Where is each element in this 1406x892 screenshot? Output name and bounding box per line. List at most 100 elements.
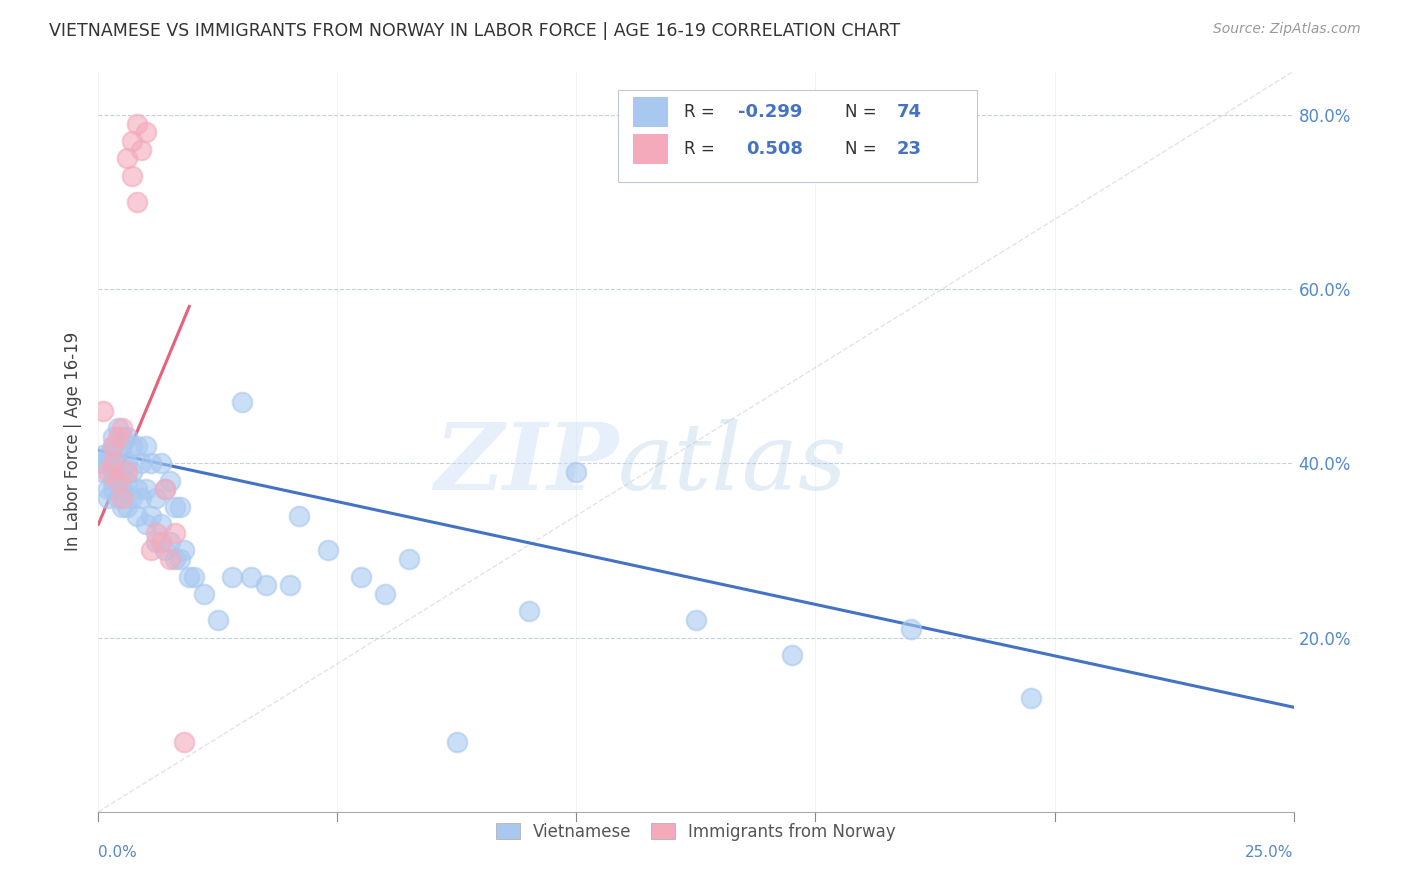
Point: [111, 491, 134, 505]
Legend: Vietnamese, Immigrants from Norway: Vietnamese, Immigrants from Norway: [489, 816, 903, 847]
Point: [125, 483, 148, 497]
Point: [1019, 691, 1042, 706]
Text: R =: R =: [685, 140, 725, 158]
Point: [145, 526, 167, 541]
Point: [163, 526, 186, 541]
Point: [107, 456, 129, 470]
Point: [111, 465, 134, 479]
Point: [97, 465, 120, 479]
Text: 0.508: 0.508: [747, 140, 803, 158]
Point: [169, 552, 191, 566]
Point: [101, 430, 124, 444]
Point: [163, 552, 186, 566]
Point: [183, 569, 205, 583]
Point: [173, 735, 195, 749]
Point: [101, 483, 124, 497]
Point: [115, 500, 138, 514]
Text: 0.0%: 0.0%: [98, 845, 138, 860]
Point: [115, 465, 138, 479]
Point: [179, 569, 201, 583]
Text: 74: 74: [897, 103, 922, 121]
Point: [131, 456, 153, 470]
Point: [97, 456, 120, 470]
Point: [780, 648, 803, 662]
Point: [221, 569, 243, 583]
Point: [231, 395, 253, 409]
Point: [155, 483, 177, 497]
Point: [159, 534, 181, 549]
Point: [115, 152, 138, 166]
Point: [125, 117, 148, 131]
Point: [173, 543, 195, 558]
Point: [685, 613, 707, 627]
Point: [900, 622, 922, 636]
Point: [135, 483, 157, 497]
Point: [565, 465, 588, 479]
Point: [101, 474, 124, 488]
Point: [254, 578, 277, 592]
Point: [446, 735, 468, 749]
Point: [101, 439, 124, 453]
Point: [135, 439, 157, 453]
Point: [163, 500, 186, 514]
FancyBboxPatch shape: [633, 97, 668, 127]
Point: [125, 508, 148, 523]
Point: [107, 474, 129, 488]
Point: [107, 439, 129, 453]
Point: [131, 143, 153, 157]
Point: [97, 491, 120, 505]
Point: [115, 430, 138, 444]
Point: [149, 456, 172, 470]
Point: [111, 500, 134, 514]
Point: [145, 491, 167, 505]
Point: [107, 491, 129, 505]
FancyBboxPatch shape: [633, 135, 668, 164]
FancyBboxPatch shape: [619, 90, 977, 183]
Text: N =: N =: [845, 103, 882, 121]
Point: [149, 517, 172, 532]
Point: [97, 448, 120, 462]
Text: -0.299: -0.299: [738, 103, 803, 121]
Point: [91, 456, 114, 470]
Point: [101, 456, 124, 470]
Text: N =: N =: [845, 140, 882, 158]
Point: [107, 430, 129, 444]
Point: [145, 534, 167, 549]
Point: [517, 604, 540, 618]
Point: [159, 474, 181, 488]
Point: [125, 194, 148, 209]
Point: [169, 500, 191, 514]
Point: [121, 169, 143, 183]
Point: [278, 578, 301, 592]
Point: [107, 421, 129, 435]
Point: [121, 439, 143, 453]
Point: [121, 134, 143, 148]
Point: [97, 483, 120, 497]
Text: 25.0%: 25.0%: [1246, 845, 1294, 860]
Point: [135, 125, 157, 139]
Point: [91, 448, 114, 462]
Point: [139, 508, 162, 523]
Text: 23: 23: [897, 140, 922, 158]
Point: [91, 404, 114, 418]
Point: [139, 456, 162, 470]
Point: [111, 430, 134, 444]
Point: [101, 456, 124, 470]
Point: [288, 508, 311, 523]
Point: [398, 552, 420, 566]
Point: [240, 569, 263, 583]
Point: [207, 613, 229, 627]
Point: [131, 491, 153, 505]
Point: [121, 465, 143, 479]
Point: [101, 465, 124, 479]
Point: [111, 448, 134, 462]
Point: [115, 474, 138, 488]
Point: [193, 587, 215, 601]
Point: [155, 543, 177, 558]
Text: VIETNAMESE VS IMMIGRANTS FROM NORWAY IN LABOR FORCE | AGE 16-19 CORRELATION CHAR: VIETNAMESE VS IMMIGRANTS FROM NORWAY IN …: [49, 22, 900, 40]
Point: [139, 543, 162, 558]
Text: R =: R =: [685, 103, 720, 121]
Point: [121, 491, 143, 505]
Point: [374, 587, 396, 601]
Text: ZIP: ZIP: [434, 418, 619, 508]
